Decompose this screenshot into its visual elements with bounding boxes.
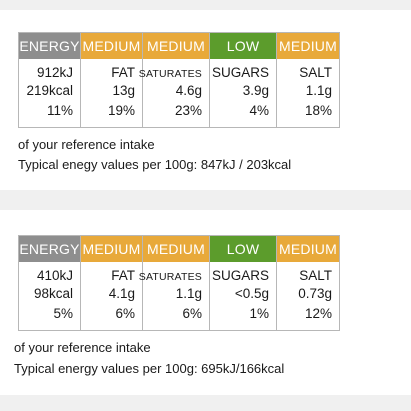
energy-kj: 912kJ	[36, 65, 73, 80]
fat-header: MEDIUM	[81, 33, 142, 59]
fat-percent: 19%	[107, 103, 135, 118]
sugars-column: LOW SUGARS <0.5g 1%	[210, 235, 277, 331]
salt-column: MEDIUM SALT 1.1g 18%	[277, 32, 340, 128]
salt-percent: 12%	[304, 306, 332, 321]
saturates-label: SATURATES	[138, 271, 202, 283]
sugars-label: SUGARS	[211, 268, 269, 283]
salt-percent: 18%	[304, 103, 332, 118]
sugars-percent: 1%	[249, 306, 269, 321]
energy-percent: 5%	[53, 306, 73, 321]
sugars-header: LOW	[210, 33, 276, 59]
fat-label: FAT	[111, 268, 135, 283]
salt-amount: 0.73g	[298, 286, 332, 301]
nutrition-label-2: ENERGY 410kJ 98kcal 5% MEDIUM FAT 4.1g 6…	[0, 210, 411, 395]
typical-energy-note: Typical energy values per 100g: 695kJ/16…	[14, 361, 285, 376]
sugars-percent: 4%	[249, 103, 269, 118]
fat-amount: 13g	[112, 83, 135, 98]
saturates-amount: 1.1g	[175, 286, 202, 301]
fat-label: FAT	[111, 65, 135, 80]
sugars-header: LOW	[210, 236, 276, 262]
saturates-header: MEDIUM	[143, 236, 209, 262]
typical-energy-note: Typical enegy values per 100g: 847kJ / 2…	[18, 157, 292, 172]
sugars-label: SUGARS	[211, 65, 269, 80]
reference-intake-note: of your reference intake	[18, 137, 155, 152]
traffic-light-table: ENERGY 410kJ 98kcal 5% MEDIUM FAT 4.1g 6…	[18, 235, 340, 331]
energy-kcal: 98kcal	[33, 286, 73, 301]
salt-label: SALT	[299, 65, 332, 80]
traffic-light-table: ENERGY 912kJ 219kcal 11% MEDIUM FAT 13g …	[18, 32, 340, 128]
energy-kj: 410kJ	[36, 268, 73, 283]
fat-amount: 4.1g	[108, 286, 135, 301]
nutrition-label-1: ENERGY 912kJ 219kcal 11% MEDIUM FAT 13g …	[0, 10, 411, 190]
sugars-amount: <0.5g	[234, 286, 269, 301]
middle-separator	[0, 190, 411, 210]
fat-column: MEDIUM FAT 13g 19%	[81, 32, 143, 128]
fat-column: MEDIUM FAT 4.1g 6%	[81, 235, 143, 331]
saturates-column: MEDIUM SATURATES 4.6g 23%	[139, 32, 210, 128]
salt-amount: 1.1g	[305, 83, 332, 98]
saturates-label: SATURATES	[138, 68, 202, 80]
saturates-column: MEDIUM SATURATES 1.1g 6%	[139, 235, 210, 331]
salt-label: SALT	[299, 268, 332, 283]
energy-header: ENERGY	[19, 236, 80, 262]
bottom-separator	[0, 395, 411, 411]
saturates-percent: 23%	[174, 103, 202, 118]
fat-percent: 6%	[115, 306, 135, 321]
saturates-percent: 6%	[182, 306, 202, 321]
energy-kcal: 219kcal	[26, 83, 73, 98]
saturates-amount: 4.6g	[175, 83, 202, 98]
salt-header: MEDIUM	[277, 33, 339, 59]
salt-column: MEDIUM SALT 0.73g 12%	[277, 235, 340, 331]
energy-percent: 11%	[46, 103, 73, 118]
reference-intake-note: of your reference intake	[14, 340, 151, 355]
saturates-header: MEDIUM	[143, 33, 209, 59]
energy-header: ENERGY	[19, 33, 80, 59]
sugars-amount: 3.9g	[242, 83, 269, 98]
energy-column: ENERGY 912kJ 219kcal 11%	[18, 32, 81, 128]
top-separator	[0, 0, 411, 10]
salt-header: MEDIUM	[277, 236, 339, 262]
fat-header: MEDIUM	[81, 236, 142, 262]
sugars-column: LOW SUGARS 3.9g 4%	[210, 32, 277, 128]
energy-column: ENERGY 410kJ 98kcal 5%	[18, 235, 81, 331]
